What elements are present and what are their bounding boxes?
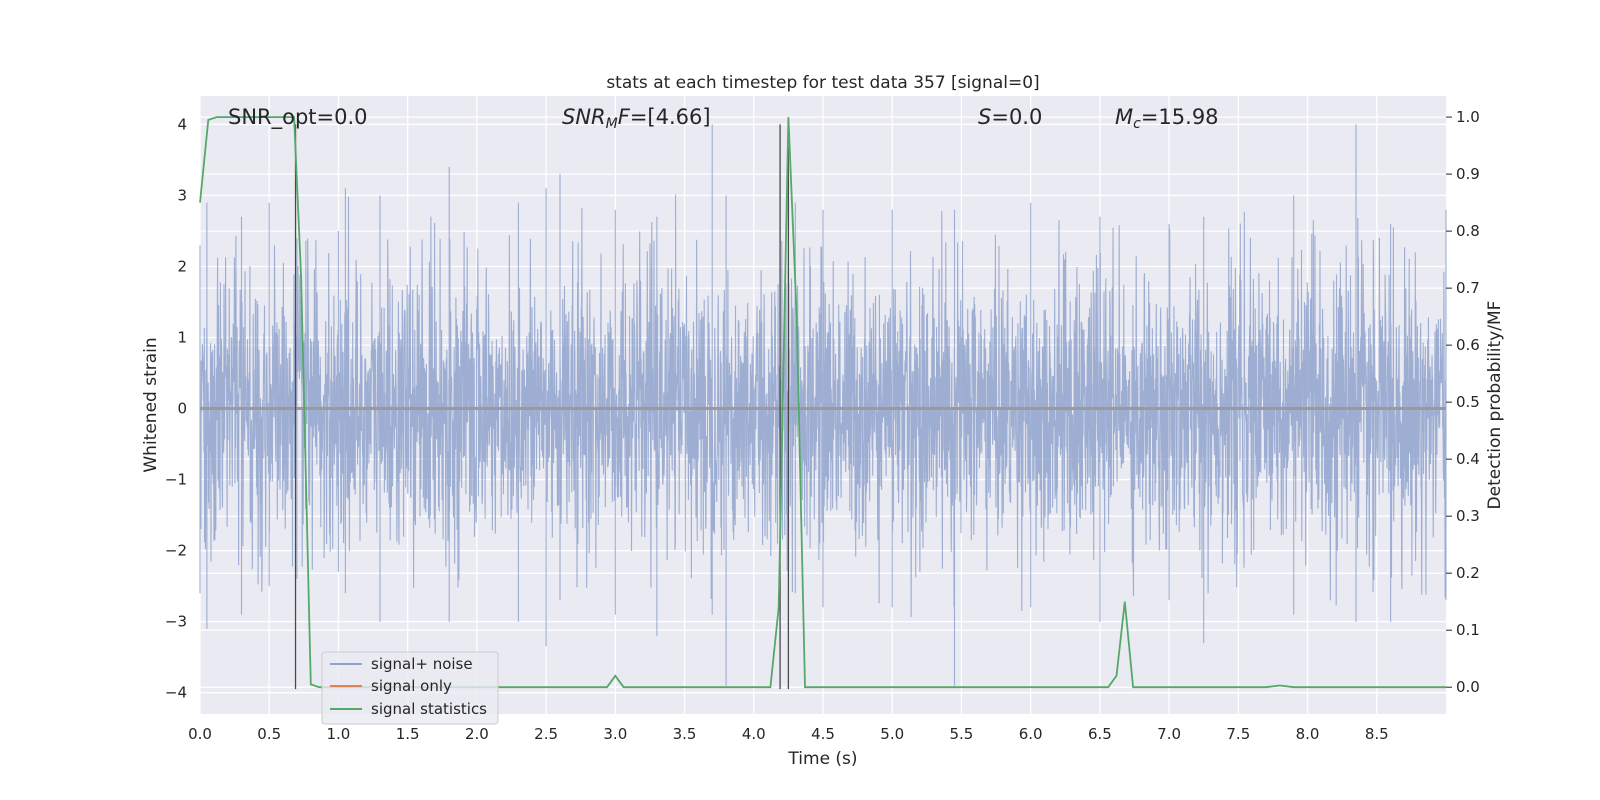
y2-axis-label: Detection probability/MF bbox=[1485, 301, 1505, 510]
annotation-snr-mf-main: SNR bbox=[562, 105, 606, 129]
x-tick-label: 0.5 bbox=[257, 725, 281, 743]
y2-tick-label: 0.5 bbox=[1456, 393, 1480, 411]
y-tick-label: 4 bbox=[177, 115, 187, 133]
y-tick-label: 3 bbox=[177, 186, 187, 204]
annotation-mc-rest: =15.98 bbox=[1141, 105, 1219, 129]
y-tick-label: −1 bbox=[165, 471, 187, 489]
annotation-s-main: S bbox=[978, 105, 991, 129]
y-tick-label: 1 bbox=[177, 329, 187, 347]
legend-label-noise: signal+ noise bbox=[371, 655, 473, 673]
y-tick-label: −2 bbox=[165, 542, 187, 560]
x-tick-label: 7.0 bbox=[1157, 725, 1181, 743]
x-tick-label: 1.5 bbox=[396, 725, 420, 743]
y-tick-label: 2 bbox=[177, 257, 187, 275]
x-tick-label: 1.0 bbox=[327, 725, 351, 743]
signal-statistics-series bbox=[199, 116, 1446, 689]
signal-statistics-line bbox=[199, 116, 1446, 689]
legend-label-stats: signal statistics bbox=[371, 700, 487, 718]
x-tick-label: 4.0 bbox=[742, 725, 766, 743]
y2-tick-label: 0.7 bbox=[1456, 279, 1480, 297]
vertical-lines bbox=[294, 124, 790, 690]
annotation-snr-opt: SNR_opt=0.0 bbox=[228, 105, 368, 130]
x-tick-label: 5.0 bbox=[880, 725, 904, 743]
annotation-s-rest: =0.0 bbox=[991, 105, 1042, 129]
y2-tick-label: 0.3 bbox=[1456, 507, 1480, 525]
legend-box bbox=[321, 651, 499, 725]
y2-ticks: 1.0 0.9 0.8 0.7 0.6 0.5 0.4 0.3 0.2 0.1 0.0 bbox=[1446, 108, 1480, 696]
annotation-snr-mf: SNRMF=[4.66] bbox=[562, 105, 711, 132]
annotation-snr-mf-sub: M bbox=[606, 116, 618, 132]
y2-tick-label: 0.4 bbox=[1456, 450, 1480, 468]
x-tick-label: 6.0 bbox=[1019, 725, 1043, 743]
annotation-snr-mf-f: F bbox=[618, 105, 631, 129]
y2-tick-label: 0.6 bbox=[1456, 336, 1480, 354]
y-tick-label: −3 bbox=[165, 613, 187, 631]
y2-tick-label: 0.2 bbox=[1456, 564, 1480, 582]
x-tick-label: 5.5 bbox=[950, 725, 974, 743]
x-tick-label: 0.0 bbox=[188, 725, 212, 743]
y2-tick-label: 0.9 bbox=[1456, 165, 1480, 183]
y-axis-label: Whitened strain bbox=[141, 337, 161, 472]
chart-title: stats at each timestep for test data 357… bbox=[606, 73, 1039, 93]
annotation-mc-main: M bbox=[1115, 105, 1133, 129]
y2-tick-label: 1.0 bbox=[1456, 108, 1480, 126]
annotation-s: S=0.0 bbox=[978, 105, 1042, 129]
x-ticks: 0.0 0.5 1.0 1.5 2.0 2.5 3.0 3.5 4.0 4.5 5.0 5.5 6.0 6… bbox=[188, 725, 1389, 743]
x-tick-label: 2.0 bbox=[465, 725, 489, 743]
x-tick-label: 8.5 bbox=[1365, 725, 1389, 743]
y-tick-label: 0 bbox=[177, 400, 187, 418]
x-tick-label: 8.0 bbox=[1296, 725, 1320, 743]
legend: signal+ noise signal only signal statist… bbox=[321, 651, 499, 725]
x-tick-label: 7.5 bbox=[1226, 725, 1250, 743]
annotation-snr-mf-rest: =[4.66] bbox=[630, 105, 711, 129]
signal-noise-series bbox=[199, 124, 1447, 686]
y-tick-label: −4 bbox=[165, 684, 187, 702]
x-tick-label: 2.5 bbox=[534, 725, 558, 743]
annotation-mc: Mc=15.98 bbox=[1115, 105, 1219, 132]
x-tick-label: 6.5 bbox=[1088, 725, 1112, 743]
x-tick-label: 3.5 bbox=[673, 725, 697, 743]
legend-label-signal: signal only bbox=[371, 677, 452, 695]
y2-tick-label: 0.8 bbox=[1456, 222, 1480, 240]
y-ticks: 4 3 2 1 0 −1 −2 −3 −4 bbox=[165, 115, 187, 701]
x-tick-label: 3.0 bbox=[603, 725, 627, 743]
y2-tick-label: 0.1 bbox=[1456, 621, 1480, 639]
x-axis-label: Time (s) bbox=[787, 749, 857, 769]
x-tick-label: 4.5 bbox=[811, 725, 835, 743]
signal-noise-line bbox=[199, 124, 1447, 686]
annotation-mc-sub: c bbox=[1133, 116, 1141, 132]
y2-tick-label: 0.0 bbox=[1456, 678, 1480, 696]
